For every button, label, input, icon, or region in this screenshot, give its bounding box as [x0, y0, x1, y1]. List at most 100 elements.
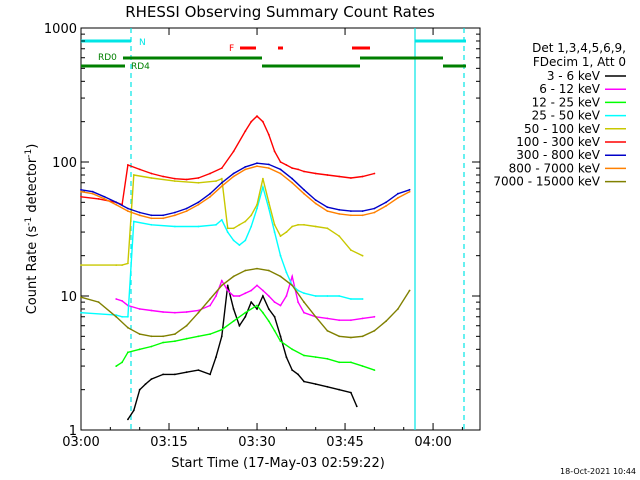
series-8-point-21	[338, 335, 341, 338]
series-4-point-7	[197, 181, 200, 184]
legend-header-2: FDecim 1, Att 0	[533, 55, 626, 69]
series-5-point-9	[185, 178, 188, 181]
series-5-point-12	[220, 167, 223, 170]
series-5-point-20	[279, 161, 282, 163]
series-7-point-25	[373, 211, 376, 214]
series-7-point-4	[127, 210, 129, 213]
series-3-point-26	[338, 295, 341, 297]
series-1-point-3	[138, 308, 141, 310]
series-6-point-26	[385, 201, 387, 204]
series-3-point-10	[226, 231, 229, 234]
series-2-point-21	[326, 357, 329, 360]
series-7-point-1	[91, 192, 94, 195]
y-axis-label-main: Count Rate (s	[25, 226, 40, 315]
series-0-point-0	[127, 418, 129, 421]
series-4-point-1	[115, 264, 118, 266]
series-7-point-22	[338, 213, 341, 215]
chart-title: RHESSI Observing Summary Count Rates	[125, 3, 435, 21]
series-6-point-2	[103, 195, 106, 198]
series-1-point-30	[361, 317, 364, 320]
series-3-point-7	[197, 225, 200, 228]
y-axis-label-mid: detector	[25, 157, 40, 217]
series-7-point-17	[279, 172, 282, 175]
series-8-point-20	[326, 329, 329, 332]
series-6-point-23	[350, 210, 352, 213]
series-6-point-3	[115, 201, 118, 204]
x-tick-label-3: 03:45	[326, 435, 363, 450]
series-1-point-22	[285, 295, 288, 297]
series-0-point-17	[256, 308, 258, 310]
series-1-point-12	[226, 289, 229, 292]
series-6-point-9	[185, 207, 188, 210]
series-4-point-16	[262, 177, 264, 180]
series-4-point-27	[350, 249, 352, 252]
series-3-point-13	[244, 239, 247, 242]
series-0-point-15	[244, 315, 247, 318]
series-3-point-25	[326, 295, 329, 297]
series-2-point-10	[220, 328, 223, 331]
series-5-point-29	[361, 175, 364, 178]
series-7-point-3	[115, 203, 118, 206]
series-7-point-11	[209, 195, 212, 198]
series-8-point-1	[97, 301, 100, 303]
series-2-point-12	[244, 311, 247, 314]
series-5-point-18	[267, 133, 270, 136]
series-4-point-26	[338, 235, 341, 238]
legend-entry-3: 25 - 50 keV	[532, 109, 601, 123]
series-1-point-18	[262, 289, 264, 292]
series-0-point-16	[250, 301, 253, 303]
series-6-point-8	[174, 211, 176, 214]
series-1-point-27	[326, 317, 329, 320]
legend-entry-1: 6 - 12 keV	[539, 82, 601, 96]
series-4-point-2	[121, 264, 123, 266]
series-4-point-10	[226, 227, 229, 230]
series-5-point-24	[303, 170, 305, 173]
x-axis: 03:00 03:15 03:30 03:45 04:00	[62, 28, 463, 450]
series-2-point-1	[121, 361, 123, 364]
series-0-point-21	[279, 335, 282, 338]
series-7-point-27	[397, 197, 399, 199]
y-axis-label-sup1: -1	[24, 217, 34, 226]
series-1-point-11	[220, 279, 223, 282]
series-7-point-8	[174, 214, 176, 217]
series-4-point-5	[150, 177, 153, 179]
y-tick-label-1: 10	[60, 290, 77, 305]
series-6-point-19	[303, 188, 305, 191]
series-3-point-0	[80, 311, 82, 314]
series-8-point-5	[150, 335, 153, 338]
series-5-point-17	[262, 120, 264, 123]
series-7-point-21	[326, 210, 329, 213]
series-7-point-10	[197, 203, 200, 206]
series-0-point-5	[162, 373, 165, 376]
series-3-point-6	[174, 225, 176, 228]
series-3-point-2	[121, 315, 123, 318]
series-0-point-26	[314, 383, 317, 385]
y-axis-label: Count Rate (s-1 detector-1)	[24, 144, 40, 315]
series-2-point-15	[267, 320, 270, 322]
series-2-point-16	[273, 329, 276, 332]
series-2-point-9	[209, 333, 212, 335]
series-0-point-3	[144, 383, 147, 385]
series-line-5	[80, 115, 375, 206]
series-5-point-7	[162, 175, 165, 178]
legend-entry-7: 800 - 7000 keV	[509, 161, 601, 175]
series-0-point-2	[138, 388, 141, 391]
series-2-point-17	[279, 340, 282, 343]
series-4-point-11	[232, 227, 235, 230]
series-8-point-9	[197, 311, 200, 314]
series-6-point-1	[91, 190, 94, 193]
series-3-point-9	[220, 219, 223, 221]
legend-entry-5: 100 - 300 keV	[516, 135, 600, 149]
series-2-point-14	[262, 311, 264, 314]
series-line-6	[80, 162, 410, 216]
x-tick-label-2: 03:30	[238, 435, 275, 450]
series-6-point-6	[150, 214, 153, 217]
series-1-point-13	[232, 295, 235, 297]
series-7-point-7	[162, 217, 165, 220]
series-5-point-16	[256, 115, 258, 117]
series-8-point-16	[279, 275, 282, 278]
legend-header-1: Det 1,3,4,5,6,9,	[532, 41, 626, 55]
series-1-point-1	[121, 300, 123, 302]
series-5-point-6	[150, 172, 153, 175]
series-6-point-5	[138, 211, 141, 214]
